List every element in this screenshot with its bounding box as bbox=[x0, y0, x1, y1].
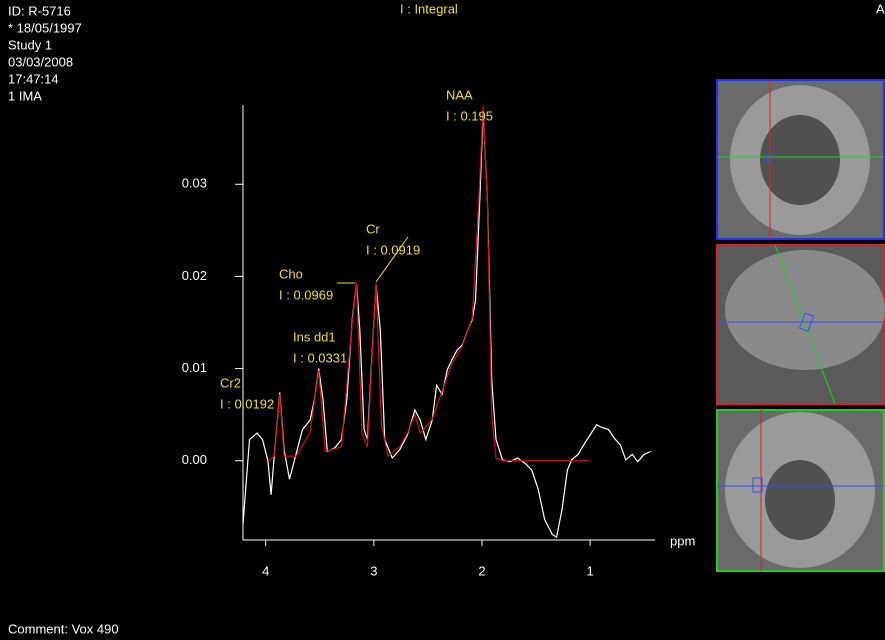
brain bbox=[725, 250, 885, 370]
header-line: 1 IMA bbox=[8, 88, 42, 103]
header-line: 17:47:14 bbox=[8, 71, 59, 86]
x-axis-label: ppm bbox=[670, 533, 695, 548]
header-line: * 18/05/1997 bbox=[8, 20, 82, 35]
peak-integral: I : 0.0919 bbox=[366, 242, 420, 257]
y-tick-label: 0.03 bbox=[182, 176, 207, 191]
peak-integral: I : 0.0331 bbox=[293, 350, 347, 365]
brain bbox=[765, 460, 835, 540]
brain bbox=[760, 115, 840, 205]
comment: Comment: Vox 490 bbox=[8, 621, 119, 636]
arrow bbox=[375, 236, 409, 283]
series-line bbox=[267, 105, 591, 462]
orientation-label: A bbox=[876, 1, 885, 16]
peak-integral: I : 0.0969 bbox=[279, 287, 333, 302]
peak-name: Cho bbox=[279, 266, 303, 281]
voxel bbox=[798, 312, 815, 332]
x-tick-label: 3 bbox=[370, 563, 377, 578]
peak-integral: I : 0.0192 bbox=[220, 396, 274, 411]
mode-label: I : Integral bbox=[400, 1, 458, 16]
y-tick-label: 0.02 bbox=[182, 268, 207, 283]
peak-name: Cr bbox=[366, 221, 380, 236]
y-tick-label: 0.01 bbox=[182, 360, 207, 375]
thumbnails bbox=[716, 79, 885, 572]
series-line bbox=[242, 110, 651, 539]
peak-name: Ins dd1 bbox=[293, 329, 336, 344]
x-tick-label: 2 bbox=[478, 563, 485, 578]
peak-integral: I : 0.195 bbox=[446, 108, 493, 123]
peak-name: NAA bbox=[446, 87, 473, 102]
y-tick-label: 0.00 bbox=[182, 452, 207, 467]
header: ID: R-5716 * 18/05/1997 Study 1 03/03/20… bbox=[8, 1, 885, 636]
peak-name: Cr2 bbox=[220, 375, 241, 390]
voxel bbox=[752, 477, 763, 493]
header-line: Study 1 bbox=[8, 37, 52, 52]
header-line: 03/03/2008 bbox=[8, 54, 73, 69]
x-tick-label: 1 bbox=[587, 563, 594, 578]
voxel bbox=[765, 154, 773, 162]
x-tick-label: 4 bbox=[262, 563, 269, 578]
header-line: ID: R-5716 bbox=[8, 3, 71, 18]
crosshair bbox=[774, 244, 836, 405]
